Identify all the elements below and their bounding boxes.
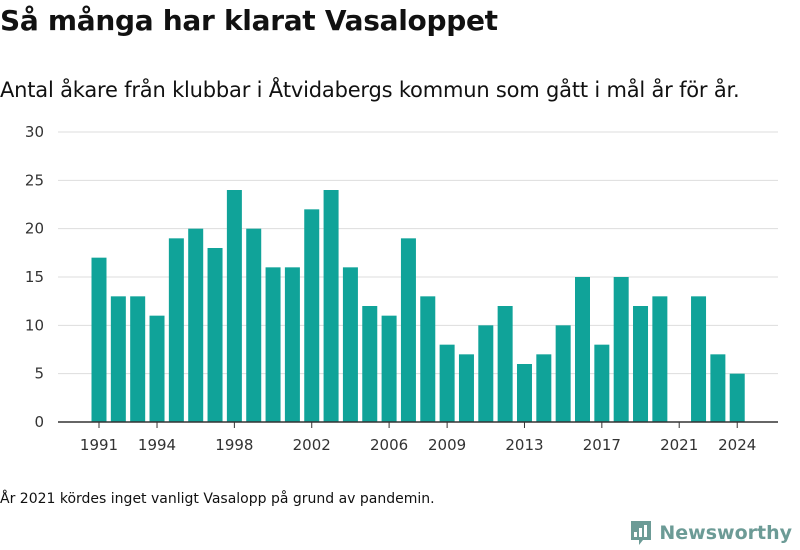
newsworthy-logo[interactable]: Newsworthy bbox=[629, 519, 792, 547]
y-tick-label: 5 bbox=[34, 365, 44, 383]
bar-2009 bbox=[439, 344, 455, 422]
bar-1995 bbox=[168, 238, 184, 422]
bar-2003 bbox=[323, 190, 339, 422]
bar-2023 bbox=[710, 354, 726, 422]
x-tick-label: 2024 bbox=[718, 436, 756, 454]
x-tick-label: 1998 bbox=[215, 436, 253, 454]
bar-2008 bbox=[420, 296, 436, 422]
bar-2019 bbox=[633, 306, 649, 422]
y-tick-label: 15 bbox=[25, 268, 44, 286]
bar-2011 bbox=[478, 325, 494, 422]
bars bbox=[91, 190, 745, 422]
bar-2016 bbox=[575, 277, 590, 422]
x-axis: 1991 1994 1998 2002 2006 2009 2013 2017 2021 2024 bbox=[58, 421, 778, 454]
bar-2000 bbox=[265, 267, 281, 422]
bar-2022 bbox=[691, 296, 707, 422]
x-tick-label: 1991 bbox=[80, 436, 118, 454]
bar-1991 bbox=[91, 257, 107, 422]
newsworthy-logo-icon bbox=[631, 521, 652, 545]
x-tick-label: 2009 bbox=[428, 436, 466, 454]
bar-1994 bbox=[149, 315, 165, 422]
bar-2012 bbox=[497, 306, 513, 422]
y-tick-label: 30 bbox=[25, 123, 44, 141]
x-tick-label: 2013 bbox=[505, 436, 543, 454]
x-tick-label: 2017 bbox=[583, 436, 621, 454]
bar-2006 bbox=[381, 315, 397, 422]
x-tick-label: 2006 bbox=[370, 436, 408, 454]
bar-2010 bbox=[458, 354, 474, 422]
bar-2004 bbox=[342, 267, 358, 422]
y-tick-label: 10 bbox=[25, 316, 44, 334]
bar-2020 bbox=[652, 296, 668, 422]
y-tick-label: 0 bbox=[34, 413, 44, 431]
gridlines bbox=[58, 131, 778, 375]
x-tick-label: 2021 bbox=[660, 436, 698, 454]
bar-1997 bbox=[207, 248, 223, 422]
footnote: År 2021 kördes inget vanligt Vasalopp på… bbox=[0, 491, 435, 507]
brand-name: Newsworthy bbox=[659, 522, 792, 544]
bar-2013 bbox=[516, 364, 532, 422]
y-axis-labels: 0 5 10 15 20 25 30 bbox=[25, 123, 44, 431]
bar-2002 bbox=[304, 209, 320, 422]
bar-2015 bbox=[555, 325, 571, 422]
x-tick-label: 2002 bbox=[293, 436, 331, 454]
bar-1996 bbox=[188, 228, 204, 422]
bar-1998 bbox=[226, 190, 242, 422]
chart-title: Så många har klarat Vasaloppet bbox=[0, 4, 498, 37]
bar-1993 bbox=[130, 296, 146, 422]
bar-chart: 0 5 10 15 20 25 30 1991 1994 1998 2002 2006 2009 201… bbox=[25, 123, 778, 454]
x-tick-label: 1994 bbox=[138, 436, 176, 454]
bar-1992 bbox=[110, 296, 126, 422]
chart-subtitle: Antal åkare från klubbar i Åtvidabergs k… bbox=[0, 78, 740, 102]
y-tick-label: 25 bbox=[25, 171, 44, 189]
bar-2001 bbox=[284, 267, 300, 422]
bar-2007 bbox=[400, 238, 416, 422]
bar-2005 bbox=[362, 306, 378, 422]
y-tick-label: 20 bbox=[25, 220, 44, 238]
bar-1999 bbox=[246, 228, 262, 422]
bar-2018 bbox=[613, 277, 629, 422]
bar-2024 bbox=[729, 373, 745, 422]
bar-2014 bbox=[536, 354, 552, 422]
bar-2017 bbox=[594, 344, 610, 422]
